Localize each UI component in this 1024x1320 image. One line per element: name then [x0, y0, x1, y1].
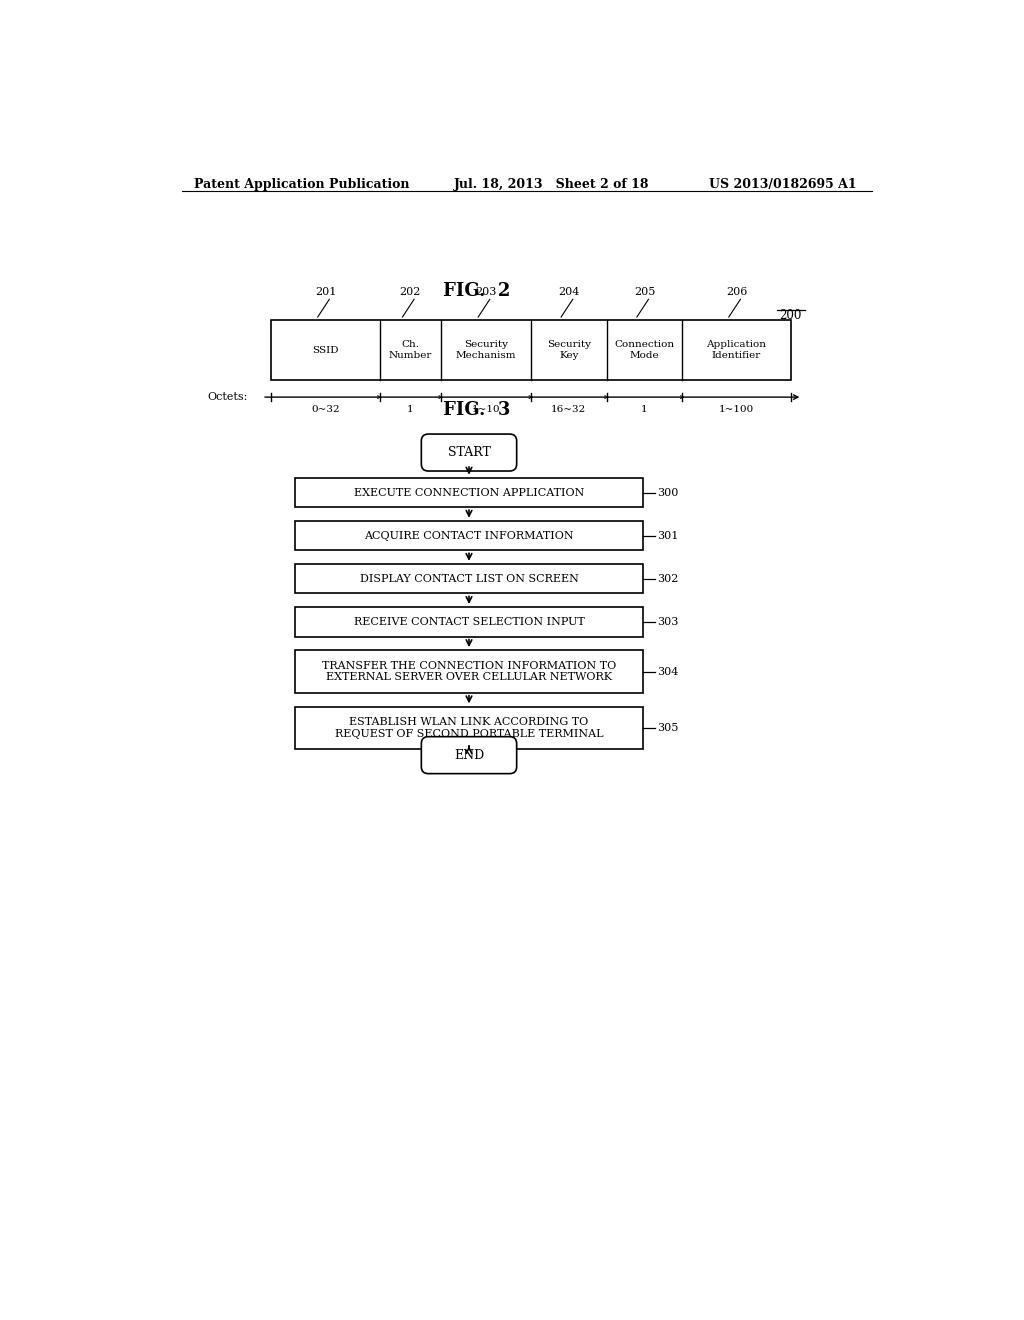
- Text: 206: 206: [726, 286, 748, 297]
- Text: ESTABLISH WLAN LINK ACCORDING TO
REQUEST OF SECOND PORTABLE TERMINAL: ESTABLISH WLAN LINK ACCORDING TO REQUEST…: [335, 717, 603, 739]
- Text: Security
Mechanism: Security Mechanism: [456, 341, 516, 360]
- FancyBboxPatch shape: [421, 737, 517, 774]
- Text: Application
Identifier: Application Identifier: [707, 341, 767, 360]
- Bar: [295, 651, 643, 693]
- Text: Patent Application Publication: Patent Application Publication: [194, 178, 410, 190]
- Text: 202: 202: [399, 286, 421, 297]
- Text: 203: 203: [475, 286, 497, 297]
- Text: 205: 205: [634, 286, 655, 297]
- Text: 1~10: 1~10: [472, 405, 501, 413]
- Text: 305: 305: [657, 723, 679, 733]
- Text: 0~32: 0~32: [311, 405, 340, 413]
- Bar: [295, 564, 643, 594]
- Text: 304: 304: [657, 667, 679, 677]
- Text: 1: 1: [641, 405, 648, 413]
- Text: START: START: [447, 446, 490, 459]
- FancyBboxPatch shape: [421, 434, 517, 471]
- Text: 16~32: 16~32: [551, 405, 587, 413]
- Text: 200: 200: [779, 309, 802, 322]
- Text: 1: 1: [407, 405, 414, 413]
- Text: 303: 303: [657, 616, 679, 627]
- Text: Ch.
Number: Ch. Number: [388, 341, 432, 360]
- Text: US 2013/0182695 A1: US 2013/0182695 A1: [709, 178, 856, 190]
- Text: 201: 201: [314, 286, 336, 297]
- Text: Jul. 18, 2013   Sheet 2 of 18: Jul. 18, 2013 Sheet 2 of 18: [454, 178, 649, 190]
- Text: TRANSFER THE CONNECTION INFORMATION TO
EXTERNAL SERVER OVER CELLULAR NETWORK: TRANSFER THE CONNECTION INFORMATION TO E…: [322, 661, 616, 682]
- Text: ACQUIRE CONTACT INFORMATION: ACQUIRE CONTACT INFORMATION: [365, 531, 573, 541]
- Text: 204: 204: [558, 286, 580, 297]
- Bar: [295, 521, 643, 550]
- Text: SSID: SSID: [312, 346, 339, 355]
- Text: Octets:: Octets:: [208, 392, 248, 403]
- Text: 1~100: 1~100: [719, 405, 754, 413]
- Text: Security
Key: Security Key: [547, 341, 591, 360]
- Text: Connection
Mode: Connection Mode: [614, 341, 675, 360]
- Text: 301: 301: [657, 531, 679, 541]
- Text: DISPLAY CONTACT LIST ON SCREEN: DISPLAY CONTACT LIST ON SCREEN: [359, 574, 579, 583]
- Text: 302: 302: [657, 574, 679, 583]
- Text: RECEIVE CONTACT SELECTION INPUT: RECEIVE CONTACT SELECTION INPUT: [353, 616, 585, 627]
- Text: END: END: [454, 748, 484, 762]
- Bar: [295, 607, 643, 636]
- Text: FIG.  2: FIG. 2: [443, 281, 510, 300]
- Text: EXECUTE CONNECTION APPLICATION: EXECUTE CONNECTION APPLICATION: [354, 487, 584, 498]
- Text: FIG.  3: FIG. 3: [443, 401, 510, 418]
- Bar: [271, 321, 791, 380]
- Bar: [295, 706, 643, 748]
- Text: 300: 300: [657, 487, 679, 498]
- Bar: [295, 478, 643, 507]
